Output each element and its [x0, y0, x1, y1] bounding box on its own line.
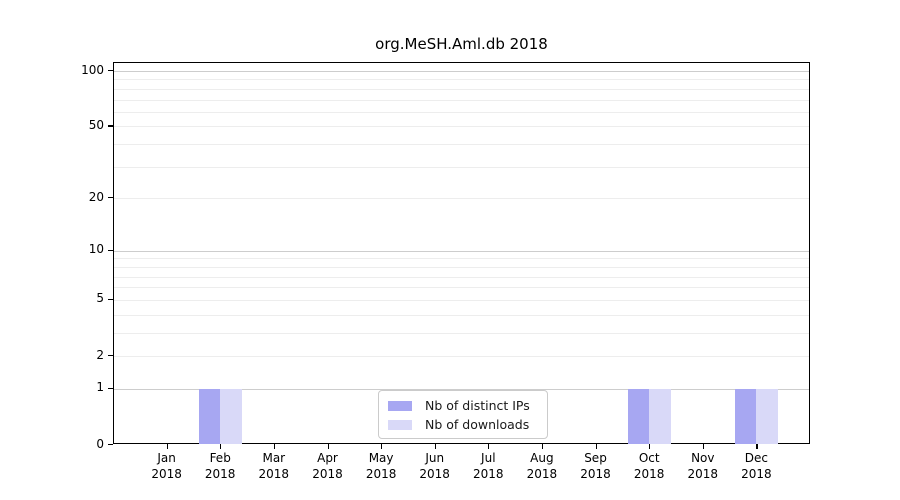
- minor-gridline: [114, 79, 809, 81]
- x-tick-label: Sep 2018: [564, 450, 628, 482]
- plot-area: Nb of distinct IPs Nb of downloads: [113, 62, 810, 444]
- year-label: 2018: [687, 467, 719, 481]
- minor-gridline: [114, 88, 809, 90]
- month-label: Dec: [744, 451, 768, 465]
- x-tick-label: Mar 2018: [242, 450, 306, 482]
- x-tick-label: Jan 2018: [135, 450, 199, 482]
- y-tick-label: 0: [96, 436, 104, 451]
- x-axis-tick: [434, 444, 436, 449]
- minor-gridline: [114, 314, 809, 316]
- chart-title: org.MeSH.Aml.db 2018: [375, 35, 548, 53]
- x-tick-label: May 2018: [349, 450, 413, 482]
- y-tick-label: 10: [88, 242, 104, 257]
- x-axis-tick: [541, 444, 544, 449]
- legend-item: Nb of downloads: [388, 415, 538, 434]
- year-label: 2018: [419, 467, 450, 481]
- month-label: Mar: [262, 451, 286, 465]
- legend-label: Nb of downloads: [425, 417, 530, 432]
- y-axis-tick: [108, 387, 113, 389]
- legend-item: Nb of distinct IPs: [388, 396, 538, 415]
- month-label: Aug: [530, 451, 554, 465]
- year-label: 2018: [365, 467, 397, 481]
- bar-downloads: [756, 388, 778, 444]
- year-label: 2018: [633, 467, 665, 481]
- minor-gridline: [114, 166, 809, 168]
- x-axis-tick: [166, 444, 168, 449]
- x-axis-tick: [702, 444, 704, 449]
- x-axis-tick: [273, 444, 275, 449]
- y-tick-label: 5: [96, 291, 104, 306]
- year-label: 2018: [258, 467, 290, 481]
- y-axis-tick: [108, 249, 113, 251]
- y-tick-label: 2: [96, 347, 104, 362]
- minor-gridline: [114, 356, 809, 357]
- minor-gridline: [114, 287, 809, 289]
- x-axis-tick: [595, 444, 597, 449]
- x-tick-label: Oct 2018: [617, 450, 681, 482]
- minor-gridline: [114, 111, 809, 113]
- year-label: 2018: [312, 467, 343, 481]
- bar-distinct-ips: [198, 388, 221, 444]
- minor-gridline: [114, 258, 809, 260]
- bar-distinct-ips: [627, 388, 650, 444]
- minor-gridline: [114, 126, 809, 128]
- x-axis-tick: [649, 444, 651, 449]
- x-tick-label: Dec 2018: [724, 450, 788, 482]
- year-label: 2018: [526, 467, 558, 481]
- minor-gridline: [114, 332, 809, 334]
- month-label: Feb: [209, 451, 231, 465]
- bar-distinct-ips: [734, 388, 757, 444]
- y-tick-label: 50: [88, 117, 104, 132]
- x-tick-label: Jun 2018: [403, 450, 467, 482]
- bar-downloads: [649, 388, 671, 444]
- minor-gridline: [114, 266, 809, 268]
- major-gridline: [114, 388, 809, 390]
- y-axis-tick: [108, 125, 113, 127]
- minor-gridline: [114, 299, 809, 301]
- year-label: 2018: [473, 467, 504, 481]
- y-axis-tick: [108, 70, 113, 72]
- x-tick-label: Aug 2018: [510, 450, 574, 482]
- year-label: 2018: [741, 467, 772, 481]
- y-tick-label: 1: [96, 380, 104, 395]
- legend-swatch: [388, 400, 412, 411]
- x-axis-tick: [381, 444, 383, 449]
- month-label: Oct: [638, 451, 660, 465]
- year-label: 2018: [580, 467, 611, 481]
- year-label: 2018: [151, 467, 182, 481]
- x-tick-label: Apr 2018: [296, 450, 360, 482]
- x-tick-label: Jul 2018: [456, 450, 520, 482]
- x-tick-label: Nov 2018: [671, 450, 735, 482]
- x-axis-tick: [220, 444, 222, 449]
- month-label: Jun: [425, 451, 445, 465]
- minor-gridline: [114, 276, 809, 278]
- month-label: Apr: [317, 451, 338, 465]
- minor-gridline: [114, 99, 809, 101]
- x-tick-label: Feb 2018: [188, 450, 252, 482]
- bar-downloads: [220, 388, 242, 444]
- y-axis-tick: [108, 444, 113, 446]
- major-gridline: [114, 250, 809, 252]
- y-axis-tick: [108, 298, 113, 300]
- y-axis-tick: [108, 197, 113, 199]
- y-tick-label: 20: [88, 189, 104, 204]
- minor-gridline: [114, 198, 809, 200]
- y-tick-label: 100: [81, 62, 104, 77]
- month-label: Jan: [157, 451, 176, 465]
- x-axis-tick: [327, 444, 329, 449]
- major-gridline: [114, 71, 809, 72]
- x-axis-tick: [756, 444, 758, 449]
- legend-label: Nb of distinct IPs: [425, 398, 530, 413]
- x-axis-tick: [488, 444, 490, 449]
- year-label: 2018: [204, 467, 236, 481]
- month-label: Nov: [691, 451, 715, 465]
- legend-swatch: [388, 419, 412, 430]
- month-label: May: [368, 451, 394, 465]
- minor-gridline: [114, 144, 809, 146]
- legend: Nb of distinct IPs Nb of downloads: [378, 390, 548, 439]
- month-label: Sep: [584, 451, 607, 465]
- month-label: Jul: [481, 451, 496, 465]
- y-axis-tick: [108, 355, 113, 357]
